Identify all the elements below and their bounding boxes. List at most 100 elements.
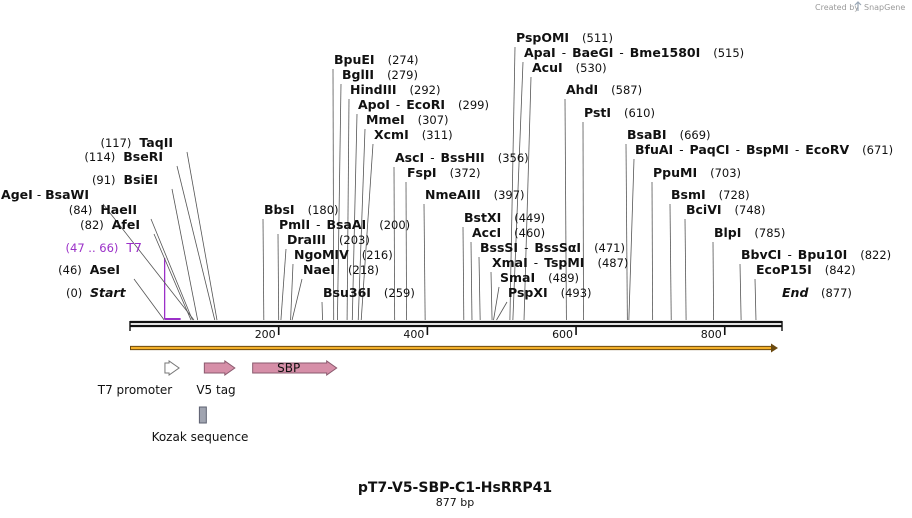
label-part: EcoRI [406, 97, 445, 112]
site-label-t7: (47 .. 66) T7 [66, 240, 142, 255]
start-position: (0) [66, 286, 82, 300]
site-line [290, 263, 294, 321]
site-label-bbvci: BbvCI - Bpu10I (822) [741, 247, 891, 262]
label-part: (530) [576, 61, 607, 75]
label-part: (511) [582, 31, 613, 45]
site-label-psti: PstI (610) [584, 105, 655, 120]
site-label-bsssi: BssSI - BssSαI (471) [480, 240, 625, 255]
site-label-apoi: ApoI - EcoRI (299) [358, 97, 489, 112]
label-part: (489) [548, 271, 579, 285]
label-part: EcoP15I [756, 262, 812, 277]
site-line [462, 226, 465, 321]
label-part: PmlI [279, 217, 310, 232]
site-label-taqii: (117) TaqII [100, 135, 173, 150]
label-part: HindIII [350, 82, 397, 97]
site-label-apai: ApaI - BaeGI - Bme1580I (515) [524, 45, 744, 60]
site-label-bsu36i: Bsu36I (259) [323, 285, 415, 300]
site-line [153, 233, 192, 321]
label-part: (91) [92, 173, 116, 187]
site-line [496, 301, 508, 321]
kozak-label: Kozak sequence [152, 430, 249, 444]
site-label-bstxi: BstXI (449) [464, 210, 545, 225]
sequence-backbone [129, 320, 783, 331]
site-label-afei: (82) AfeI [80, 217, 140, 232]
map-title: pT7-V5-SBP-C1-HsRRP41 [358, 480, 552, 496]
site-line [493, 286, 500, 321]
label-part: (372) [450, 166, 481, 180]
label-part: (292) [410, 83, 441, 97]
site-label-bcivi: BciVI (748) [686, 202, 765, 217]
label-part: DraIII [287, 232, 326, 247]
label-part: (299) [458, 98, 489, 112]
site-line [133, 278, 165, 321]
end-position: (877) [821, 286, 852, 300]
site-line [739, 263, 742, 321]
site-label-smai: SmaI (489) [500, 270, 579, 285]
kozak-feature [198, 406, 207, 424]
label-part: BciVI [686, 202, 722, 217]
site-line [669, 203, 672, 321]
label-part: (180) [308, 203, 339, 217]
site-label-ecop15i: EcoP15I (842) [756, 262, 856, 277]
features: T7 promoter V5 tag SBP Kozak sequence [97, 360, 338, 444]
label-part: (117) [100, 136, 131, 150]
label-part: AfeI [112, 217, 140, 232]
label-part: BbsI [264, 202, 295, 217]
site-labels: (0) Start End (877) (46) AseI (47 .. 66) T7 (82)… [0, 30, 893, 300]
label-part: BsaBI [627, 127, 667, 142]
site-label-agei: (86)AgeI-BsaWI [0, 187, 89, 202]
site-line [332, 68, 335, 321]
site-label-bsbi: BbsI (180) [264, 202, 339, 217]
label-part: XcmI [374, 127, 409, 142]
site-label-pspomi: PspOMI (511) [516, 30, 613, 45]
site-line [490, 271, 493, 321]
site-line [405, 181, 407, 321]
site-label-bsiei: (91) BsiEI [92, 172, 158, 187]
label-part: BssSαI [534, 240, 581, 255]
label-part: (274) [388, 53, 419, 67]
site-line [651, 181, 654, 321]
label-part: BspMI [746, 142, 789, 157]
label-part: ApoI [358, 97, 390, 112]
site-line [393, 166, 396, 321]
label-part: (748) [735, 203, 766, 217]
brand-text: SnapGene [864, 3, 905, 12]
label-part: BsaWI [45, 187, 89, 202]
label-part: AseI [90, 262, 120, 277]
label-part: PspOMI [516, 30, 569, 45]
site-line [351, 113, 358, 321]
label-part: (307) [418, 113, 449, 127]
v5-tag-feature [203, 360, 236, 376]
label-part: (822) [860, 248, 891, 262]
label-part: BseRI [123, 149, 163, 164]
site-label-pmli: PmlI - BsaAI (200) [279, 217, 410, 232]
label-part: BsaAI [326, 217, 366, 232]
site-line [523, 76, 532, 321]
sbp-feature [252, 360, 338, 376]
label-part: FspI [407, 165, 437, 180]
label-part: (785) [754, 226, 785, 240]
label-part: PpuMI [653, 165, 697, 180]
label-part: BssHII [441, 150, 485, 165]
site-line [754, 278, 757, 321]
label-part: (587) [611, 83, 642, 97]
label-part: BsmI [671, 187, 706, 202]
site-line [337, 83, 342, 321]
t7-promoter-feature [164, 360, 180, 376]
label-part: (493) [561, 286, 592, 300]
label-part: (203) [339, 233, 370, 247]
label-part: Bsu36I [323, 285, 371, 300]
label-part: TaqII [139, 135, 173, 150]
label-part: SmaI [500, 270, 535, 285]
site-line [564, 98, 567, 321]
label-part: (669) [680, 128, 711, 142]
site-label-blpi: BlpI (785) [714, 225, 785, 240]
label-part: (114) [84, 150, 115, 164]
site-label-bfuai: BfuAI - PaqCI - BspMI - EcoRV (671) [635, 142, 893, 157]
label-part: AscI [395, 150, 424, 165]
label-part: HaeII [100, 202, 137, 217]
label-part: BssSI [480, 240, 518, 255]
label-part: AgeI [1, 187, 33, 202]
label-part: NmeAIII [425, 187, 481, 202]
label-part: (397) [494, 188, 525, 202]
